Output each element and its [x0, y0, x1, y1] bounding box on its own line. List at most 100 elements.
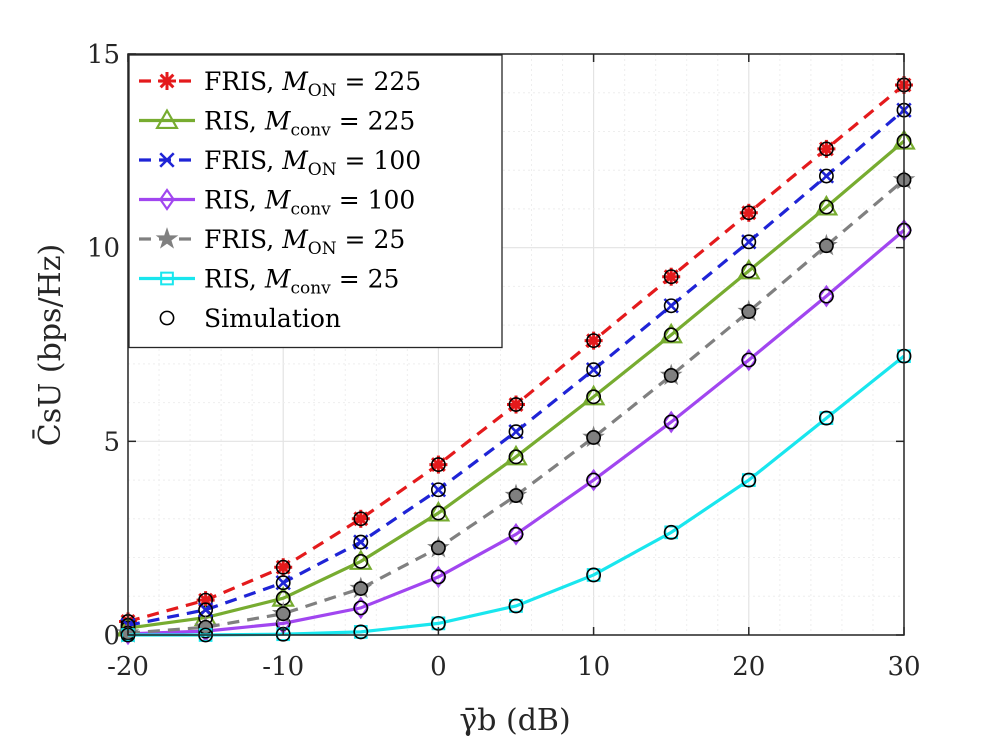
asterisk-stroke: [159, 73, 175, 89]
x-tick-label: -20: [107, 652, 149, 682]
simulation-point: [508, 397, 524, 412]
series-layer: [116, 75, 916, 646]
legend-entry: RIS, Mconv = 225: [139, 107, 415, 141]
simulation-point: [586, 472, 602, 488]
x-tick-label: 0: [430, 652, 447, 682]
simulation-point: [586, 362, 602, 378]
legend-marker: [158, 72, 176, 90]
data-point: [737, 299, 761, 322]
simulation-point: [430, 457, 446, 473]
legend: FRIS, MON = 225 RIS, Mconv = 225 FRIS, MON…: [128, 54, 503, 349]
simulation-point: [663, 414, 679, 430]
simulation-point: [663, 269, 679, 285]
data-point: [815, 233, 838, 256]
simulation-point: [741, 352, 757, 368]
simulation-point: [741, 304, 757, 320]
simulation-point: [586, 333, 602, 349]
simulation-point: [586, 430, 602, 445]
data-point: [427, 535, 450, 558]
series-3: [120, 102, 912, 633]
legend-entry: FRIS, MON = 100: [139, 146, 421, 180]
x-stroke: [159, 152, 175, 168]
legend-label: FRIS, MON = 225: [204, 67, 421, 101]
legend-marker: [159, 188, 175, 211]
simulation-point: [353, 511, 369, 527]
simulation-point: [741, 472, 757, 488]
ticks: -20 -10 0 10 20 30 0 5 10 15: [87, 40, 921, 682]
simulation-point: [508, 488, 524, 503]
series-2: [116, 129, 916, 637]
simulation-point: [741, 234, 757, 250]
x-tick-label: 30: [887, 652, 920, 682]
legend-marker: [155, 108, 179, 130]
simulation-point: [818, 410, 834, 426]
x-tick-label: 20: [732, 652, 765, 682]
simulation-point: [818, 141, 834, 157]
data-point: [585, 468, 602, 492]
simulation-point: [586, 567, 602, 583]
simulation-point: [508, 449, 524, 465]
y-tick-label: 0: [103, 621, 120, 651]
x-tick-label: 10: [577, 652, 610, 682]
x-tick-label: -10: [262, 652, 304, 682]
legend-label: RIS, Mconv = 25: [204, 265, 399, 299]
legend-label: RIS, Mconv = 225: [204, 107, 415, 141]
simulation-point: [663, 327, 679, 343]
legend-label: FRIS, MON = 100: [204, 146, 421, 180]
series-4: [120, 218, 912, 646]
simulation-point: [741, 205, 757, 221]
simulation-point: [430, 569, 446, 585]
simulation-point: [586, 389, 602, 405]
data-point: [504, 483, 528, 506]
data-point: [271, 601, 295, 624]
legend-box: [128, 54, 503, 349]
data-point: [508, 522, 524, 546]
series-line: [127, 178, 906, 635]
legend-label: RIS, Mconv = 100: [204, 186, 415, 220]
y-tick-label: 10: [87, 234, 120, 264]
data-point: [582, 425, 605, 448]
legend-label: Simulation: [204, 304, 341, 333]
simulation-point: [275, 559, 291, 575]
legend-entry: FRIS, MON = 25: [139, 225, 405, 259]
legend-label: FRIS, MON = 25: [204, 225, 405, 259]
series-1: [119, 75, 913, 631]
x-axis-label: γ̄b (dB): [459, 703, 570, 738]
data-point: [349, 576, 373, 599]
data-point: [430, 565, 447, 589]
simulation-point: [275, 606, 291, 622]
simulation-point: [663, 298, 679, 314]
legend-entry: RIS, Mconv = 25: [139, 265, 399, 299]
simulation-point: [508, 526, 524, 542]
simulation-point: [430, 505, 446, 521]
legend-marker: [159, 152, 175, 168]
simulation-point: [430, 482, 446, 498]
simulation-point: [663, 524, 679, 540]
data-point: [663, 410, 680, 434]
y-axis-label: C̄sU (bps/Hz): [32, 244, 68, 446]
simulation-point: [353, 624, 369, 640]
simulation-point: [275, 575, 291, 591]
legend-entry-simulation: Simulation: [159, 304, 341, 333]
simulation-point: [353, 534, 369, 550]
simulation-point: [818, 199, 834, 215]
legend-marker: [160, 271, 174, 286]
series-line: [127, 229, 906, 636]
data-point: [818, 284, 835, 308]
plot-frame: [127, 53, 905, 636]
simulation-point: [353, 581, 369, 596]
simulation-point: [508, 424, 524, 440]
simulation-point: [818, 168, 834, 184]
simulation-point: [818, 288, 834, 304]
data-point: [194, 615, 217, 637]
simulation-point: [663, 368, 679, 383]
data-point: [740, 348, 757, 372]
legend-entry: FRIS, MON = 225: [139, 67, 421, 101]
series-line: [127, 139, 906, 630]
legend-marker: [155, 227, 179, 249]
data-point: [659, 363, 683, 386]
simulation-point: [353, 553, 369, 569]
simulation-point: [818, 238, 834, 254]
legend-entry: RIS, Mconv = 100: [139, 186, 415, 220]
